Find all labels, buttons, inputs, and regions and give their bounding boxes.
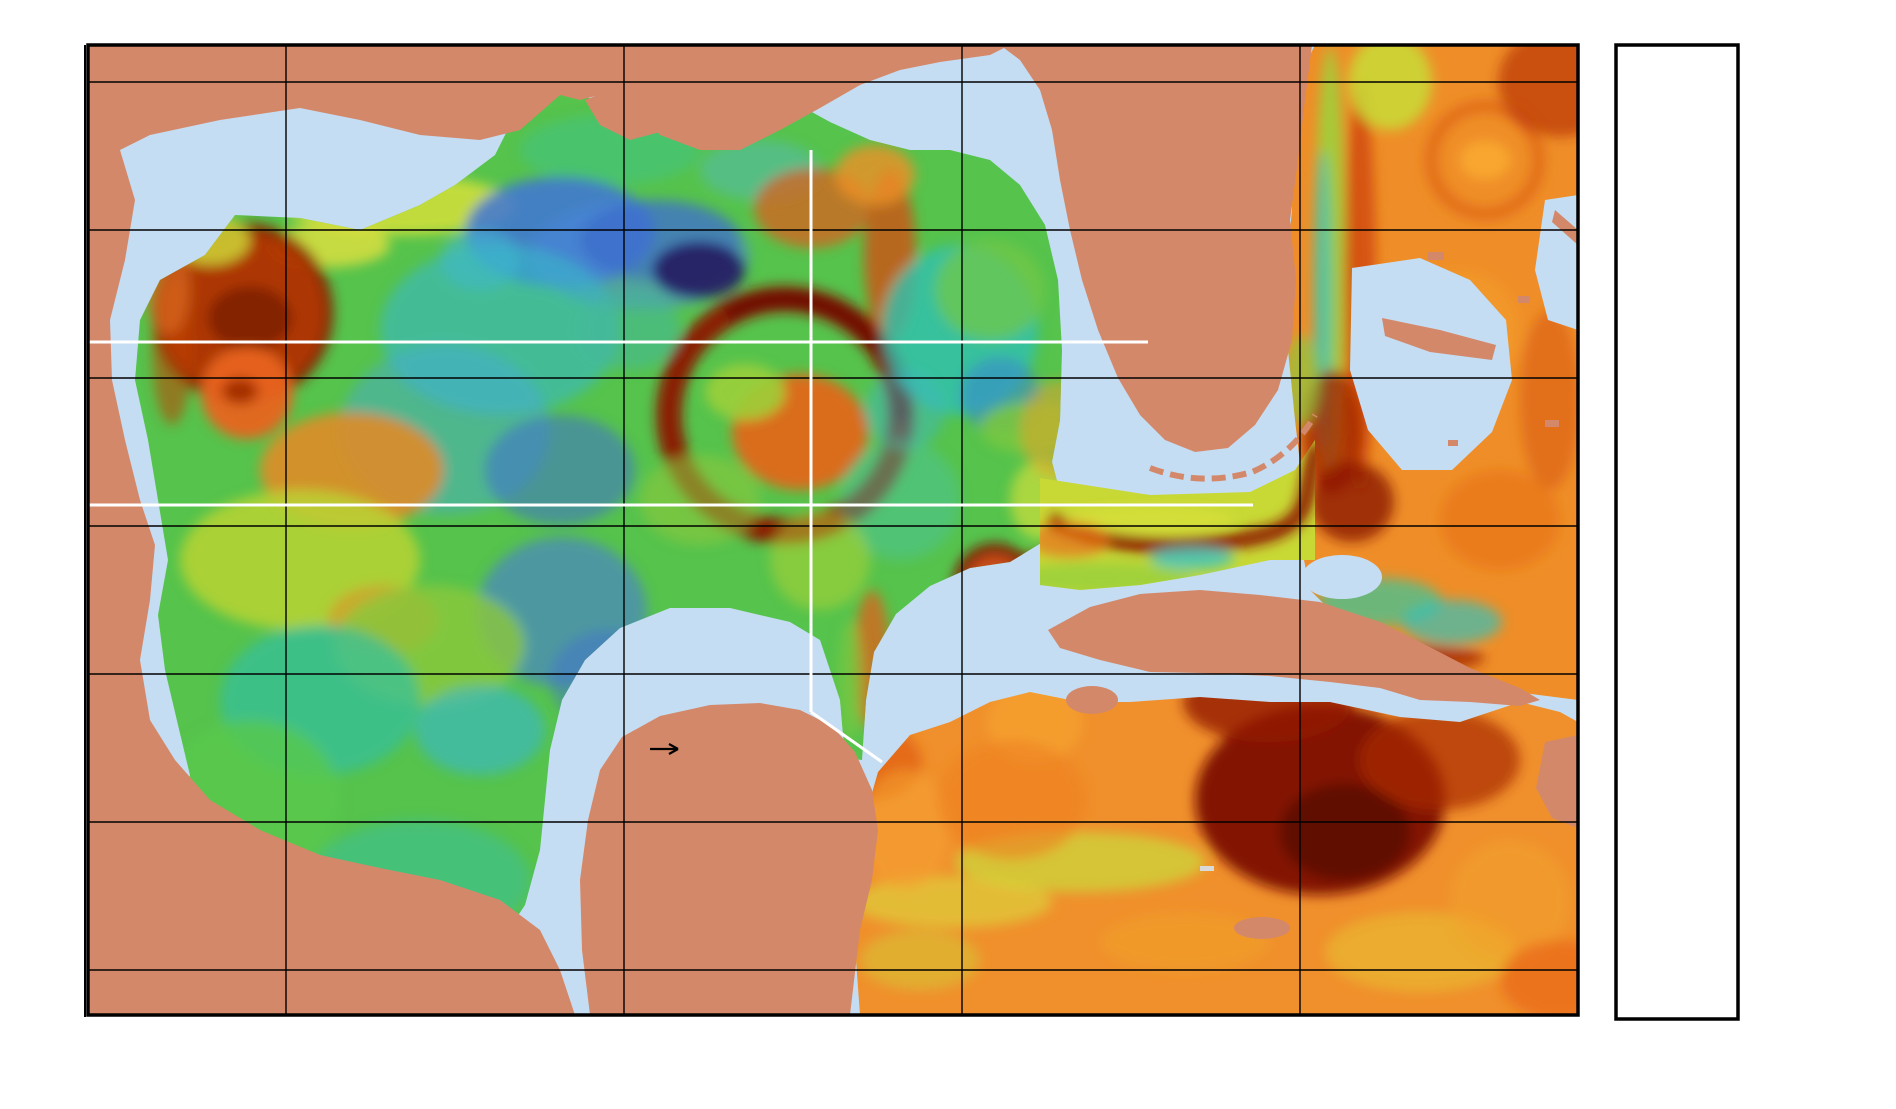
colorbar	[1614, 43, 1740, 1021]
